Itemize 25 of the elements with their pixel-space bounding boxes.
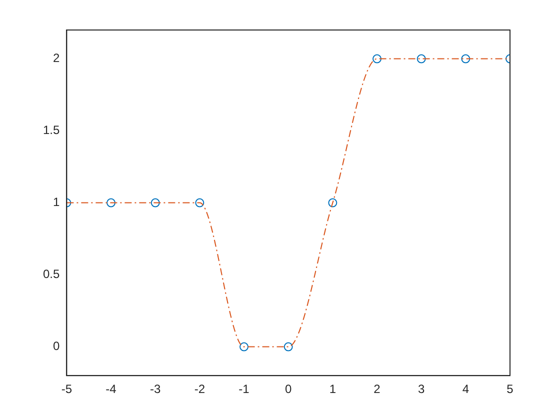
y-tick-label: 0.5 — [42, 267, 60, 282]
x-tick-label: -3 — [150, 382, 162, 396]
point — [416, 54, 426, 64]
y-tick-label: 1.5 — [42, 123, 60, 138]
y-tick-label: 0 — [52, 339, 60, 354]
x-tick-label: 0 — [284, 382, 292, 396]
point — [150, 198, 160, 208]
x-tick-label: 4 — [462, 382, 470, 396]
x-tick-label: -2 — [194, 382, 206, 396]
point — [328, 198, 338, 208]
x-tick-label: -4 — [106, 382, 117, 396]
point — [372, 54, 382, 64]
point — [461, 54, 470, 64]
x-tick-label: 5 — [506, 382, 514, 396]
x-tick-label: 1 — [329, 382, 336, 396]
point — [240, 342, 249, 352]
point — [106, 198, 116, 208]
x-tick-label: 2 — [374, 382, 381, 396]
x-tick-label: -1 — [238, 382, 250, 396]
point — [284, 342, 293, 352]
x-tick-label: 3 — [418, 382, 425, 396]
y-tick-label: 2 — [52, 51, 60, 66]
x-tick-label: -5 — [61, 382, 72, 396]
point — [195, 198, 204, 208]
y-tick-label: 1 — [52, 195, 60, 210]
